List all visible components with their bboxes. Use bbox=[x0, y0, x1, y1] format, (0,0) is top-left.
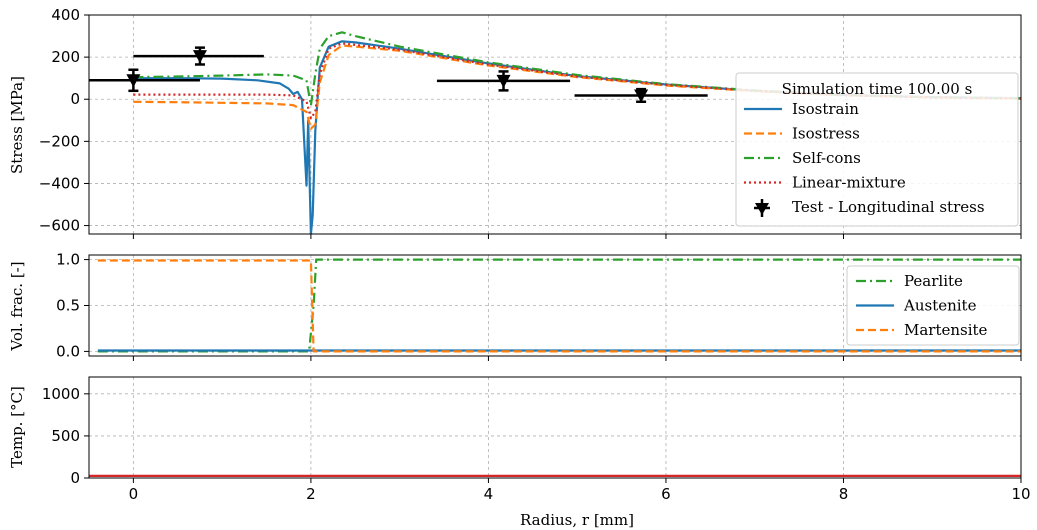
volfrac-legend: Pearlite Austenite Martensite bbox=[846, 265, 1020, 346]
series-line-linear-mixture bbox=[133, 42, 1021, 120]
stress-legend-box bbox=[735, 72, 1019, 227]
stress-ylabel: Stress [MPa] bbox=[8, 76, 26, 174]
plot-frame bbox=[88, 376, 1022, 479]
y-tick-label: 0.5 bbox=[56, 297, 80, 315]
y-tick-label: 500 bbox=[51, 427, 80, 445]
y-tick-label: 1000 bbox=[42, 385, 80, 403]
y-tick-label: 0 bbox=[70, 469, 80, 487]
test-marker bbox=[126, 74, 141, 88]
volfrac-ylabel: Vol. frac. [-] bbox=[8, 261, 26, 351]
legend-label: Isostress bbox=[792, 125, 860, 143]
y-tick-label: −200 bbox=[39, 132, 80, 150]
y-tick-label: 400 bbox=[51, 6, 80, 24]
legend-test-marker bbox=[755, 203, 769, 215]
y-tick-label: −400 bbox=[39, 174, 80, 192]
test-marker bbox=[192, 50, 207, 64]
plot-frame bbox=[88, 14, 1022, 235]
legend-label: Self-cons bbox=[792, 149, 861, 167]
legend-label: Martensite bbox=[904, 321, 988, 339]
legend-label: Linear-mixture bbox=[792, 174, 906, 192]
volume-fraction-panel: 0.0 0.5 1.0 bbox=[56, 251, 1022, 361]
x-tick-label: 6 bbox=[661, 485, 671, 503]
y-tick-label: 0.0 bbox=[56, 342, 80, 360]
x-tick-label: 10 bbox=[1011, 485, 1030, 503]
y-tick-label: 1.0 bbox=[56, 251, 80, 269]
x-tick-label: 2 bbox=[306, 485, 316, 503]
series-group bbox=[97, 258, 1021, 353]
legend-label: Austenite bbox=[903, 297, 977, 315]
legend-label: Isostrain bbox=[792, 100, 859, 118]
test-marker bbox=[496, 74, 511, 88]
y-tick-label: 0 bbox=[70, 90, 80, 108]
series-line-martensite bbox=[97, 259, 1021, 353]
y-tick-label: 200 bbox=[51, 48, 80, 66]
stress-legend: Simulation time 100.00 s Isostrain Isostr… bbox=[735, 72, 1019, 227]
x-tick-label: 8 bbox=[839, 485, 849, 503]
legend-label: Pearlite bbox=[904, 272, 963, 290]
stress-legend-title: Simulation time 100.00 s bbox=[782, 80, 973, 98]
x-tick-label: 4 bbox=[484, 485, 494, 503]
legend-label: Test - Longitudinal stress bbox=[792, 198, 985, 216]
x-tick-label: 0 bbox=[129, 485, 139, 503]
y-tick-label: −600 bbox=[39, 217, 80, 235]
volfrac-legend-box bbox=[846, 265, 1020, 346]
temp-ylabel: Temp. [°C] bbox=[8, 386, 26, 468]
temperature-panel: 0 500 1000 0 2 4 6 8 10 bbox=[42, 376, 1031, 503]
test-marker bbox=[634, 89, 649, 103]
plot-frame bbox=[88, 254, 1022, 357]
xlabel: Radius, r [mm] bbox=[520, 511, 634, 529]
